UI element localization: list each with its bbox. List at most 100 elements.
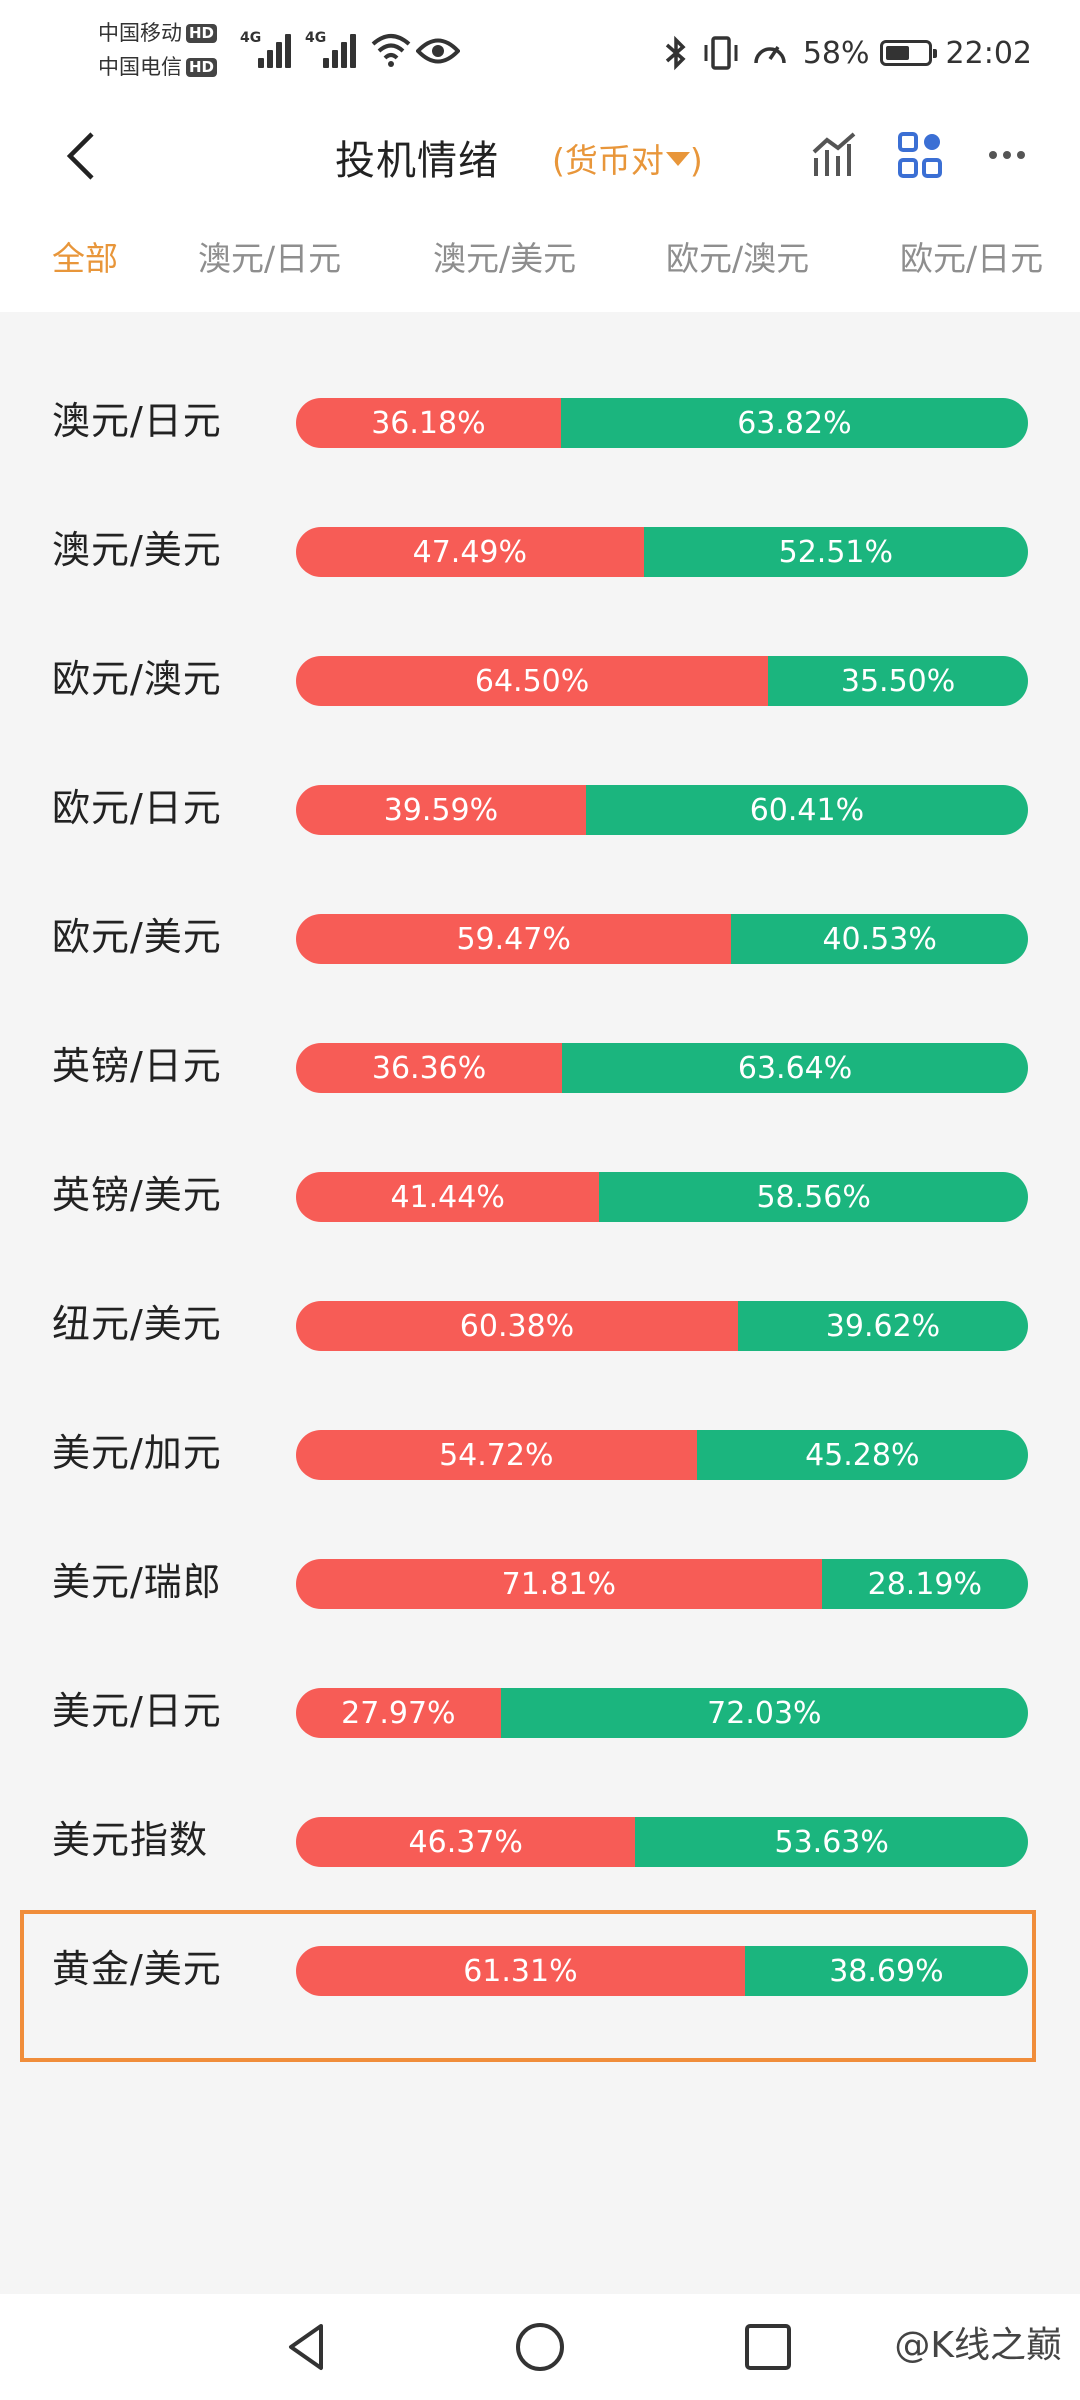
more-icon[interactable] bbox=[980, 128, 1034, 182]
short-segment: 58.56% bbox=[599, 1172, 1028, 1222]
long-segment: 27.97% bbox=[296, 1688, 501, 1738]
short-segment: 28.19% bbox=[821, 1559, 1028, 1609]
signal-icon bbox=[323, 32, 363, 68]
network-type-1: 4G bbox=[240, 30, 262, 46]
long-segment: 41.44% bbox=[296, 1172, 600, 1222]
sentiment-bar[interactable]: 60.38% 39.62% bbox=[296, 1301, 1028, 1351]
sentiment-row: 美元/瑞郎 71.81% 28.19% bbox=[0, 1515, 1080, 1644]
clock: 22:02 bbox=[945, 35, 1032, 71]
caret-down-icon bbox=[665, 152, 690, 166]
long-segment: 64.50% bbox=[296, 656, 769, 706]
sentiment-row: 美元/加元 54.72% 45.28% bbox=[0, 1386, 1080, 1515]
signal-icon bbox=[258, 32, 298, 68]
grid-icon[interactable] bbox=[894, 128, 948, 182]
short-segment: 63.82% bbox=[560, 398, 1028, 448]
pair-name: 美元/瑞郎 bbox=[52, 1560, 222, 1604]
tab-aud-usd[interactable]: 澳元/美元 bbox=[433, 239, 577, 278]
sentiment-bar[interactable]: 41.44% 58.56% bbox=[296, 1172, 1028, 1222]
network-type-2: 4G bbox=[305, 30, 327, 46]
short-segment: 52.51% bbox=[643, 527, 1028, 577]
sentiment-row: 美元指数 46.37% 53.63% bbox=[0, 1773, 1080, 1902]
long-segment: 61.31% bbox=[296, 1946, 745, 1996]
sentiment-row: 欧元/美元 59.47% 40.53% bbox=[0, 870, 1080, 999]
short-segment: 63.64% bbox=[562, 1043, 1028, 1093]
battery-icon bbox=[879, 40, 937, 66]
short-segment: 72.03% bbox=[500, 1688, 1028, 1738]
short-segment: 40.53% bbox=[731, 914, 1028, 964]
watermark: @K线之巅 bbox=[894, 2325, 1062, 2366]
pair-name: 欧元/澳元 bbox=[52, 657, 222, 701]
pair-name: 欧元/美元 bbox=[52, 915, 222, 959]
vibrate-icon bbox=[704, 36, 738, 70]
eye-icon bbox=[416, 38, 460, 64]
pair-name: 美元/日元 bbox=[52, 1689, 222, 1733]
highlight-box bbox=[20, 1910, 1036, 2062]
long-segment: 36.18% bbox=[296, 398, 561, 448]
status-right: 58% 22:02 bbox=[663, 28, 1032, 78]
sentiment-bar[interactable]: 27.97% 72.03% bbox=[296, 1688, 1028, 1738]
tab-eur-aud[interactable]: 欧元/澳元 bbox=[666, 239, 810, 278]
sentiment-row: 澳元/日元 36.18% 63.82% bbox=[0, 354, 1080, 483]
back-icon[interactable] bbox=[58, 120, 104, 190]
short-segment: 35.50% bbox=[768, 656, 1028, 706]
filter-label: 货币对 bbox=[564, 141, 664, 180]
carrier-1: 中国移动 HD bbox=[98, 20, 218, 46]
battery-percent: 58% bbox=[802, 35, 870, 71]
system-nav-bar: @K线之巅 bbox=[0, 2294, 1080, 2400]
carrier-2: 中国电信 HD bbox=[98, 54, 218, 80]
sentiment-row: 纽元/美元 60.38% 39.62% bbox=[0, 1257, 1080, 1386]
pair-name: 澳元/日元 bbox=[52, 399, 222, 443]
sentiment-bar[interactable]: 46.37% 53.63% bbox=[296, 1817, 1028, 1867]
long-segment: 46.37% bbox=[296, 1817, 636, 1867]
pair-name: 美元指数 bbox=[52, 1818, 209, 1862]
status-bar: 中国移动 HD 中国电信 HD 4G 4G 58% 22:02 bbox=[0, 0, 1080, 100]
long-segment: 60.38% bbox=[296, 1301, 738, 1351]
pair-name: 美元/加元 bbox=[52, 1431, 222, 1475]
short-segment: 60.41% bbox=[585, 785, 1028, 835]
sentiment-row: 欧元/澳元 64.50% 35.50% bbox=[0, 612, 1080, 741]
long-segment: 39.59% bbox=[296, 785, 586, 835]
tab-aud-jpy[interactable]: 澳元/日元 bbox=[198, 239, 342, 278]
sentiment-bar[interactable]: 47.49% 52.51% bbox=[296, 527, 1028, 577]
long-segment: 36.36% bbox=[296, 1043, 563, 1093]
sentiment-row: 美元/日元 27.97% 72.03% bbox=[0, 1644, 1080, 1773]
bluetooth-icon bbox=[665, 35, 686, 71]
pair-name: 英镑/日元 bbox=[52, 1044, 222, 1088]
tab-all[interactable]: 全部 bbox=[52, 239, 118, 278]
sentiment-bar[interactable]: 64.50% 35.50% bbox=[296, 656, 1028, 706]
sentiment-bar[interactable]: 59.47% 40.53% bbox=[296, 914, 1028, 964]
sentiment-bar[interactable]: 36.18% 63.82% bbox=[296, 398, 1028, 448]
nav-recents-icon[interactable] bbox=[733, 2312, 803, 2382]
pair-name: 纽元/美元 bbox=[52, 1302, 222, 1346]
tab-eur-jpy[interactable]: 欧元/日元 bbox=[900, 239, 1044, 278]
long-segment: 47.49% bbox=[296, 527, 644, 577]
pair-name: 英镑/美元 bbox=[52, 1173, 222, 1217]
nav-home-icon[interactable] bbox=[505, 2312, 575, 2382]
sentiment-bar[interactable]: 71.81% 28.19% bbox=[296, 1559, 1028, 1609]
currency-pair-tabs: 全部 澳元/日元 澳元/美元 欧元/澳元 欧元/日元 bbox=[0, 210, 1080, 312]
pair-name: 欧元/日元 bbox=[52, 786, 222, 830]
sentiment-row: 英镑/日元 36.36% 63.64% bbox=[0, 999, 1080, 1128]
pair-name: 澳元/美元 bbox=[52, 528, 222, 572]
app-header: 投机情绪 (货币对) bbox=[0, 100, 1080, 210]
sentiment-bar[interactable]: 61.31% 38.69% bbox=[296, 1946, 1028, 1996]
nav-back-icon[interactable] bbox=[273, 2312, 343, 2382]
short-segment: 53.63% bbox=[635, 1817, 1028, 1867]
short-segment: 38.69% bbox=[744, 1946, 1028, 1996]
sentiment-row: 澳元/美元 47.49% 52.51% bbox=[0, 483, 1080, 612]
wifi-icon bbox=[371, 34, 411, 67]
sentiment-row: 欧元/日元 39.59% 60.41% bbox=[0, 741, 1080, 870]
pair-name: 黄金/美元 bbox=[52, 1947, 222, 1991]
long-segment: 71.81% bbox=[296, 1559, 822, 1609]
sentiment-bar[interactable]: 39.59% 60.41% bbox=[296, 785, 1028, 835]
sentiment-row: 黄金/美元 61.31% 38.69% bbox=[0, 1902, 1080, 2031]
short-segment: 45.28% bbox=[696, 1430, 1028, 1480]
sentiment-row: 英镑/美元 41.44% 58.56% bbox=[0, 1128, 1080, 1257]
sentiment-bar[interactable]: 54.72% 45.28% bbox=[296, 1430, 1028, 1480]
sentiment-bar[interactable]: 36.36% 63.64% bbox=[296, 1043, 1028, 1093]
chart-icon[interactable] bbox=[808, 128, 862, 182]
page-title: 投机情绪 bbox=[335, 138, 499, 184]
long-segment: 59.47% bbox=[296, 914, 732, 964]
currency-pair-filter[interactable]: (货币对) bbox=[552, 141, 703, 180]
speed-icon bbox=[754, 46, 786, 64]
